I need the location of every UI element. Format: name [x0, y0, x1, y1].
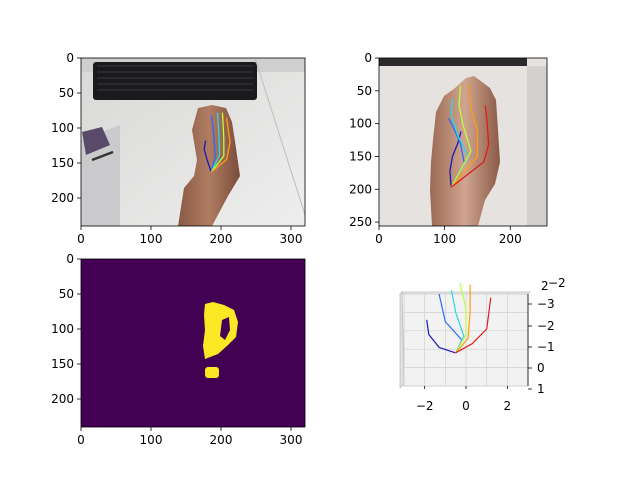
skeleton-thumb: [426, 319, 456, 354]
axes-frame: [80, 258, 306, 428]
mask-region: [203, 302, 238, 359]
x-tick-label: 200: [210, 433, 233, 447]
mask-region: [205, 367, 219, 378]
y-tick-label: 150: [349, 149, 372, 163]
skeleton-middle: [210, 112, 221, 173]
x-tick-label: 100: [140, 433, 163, 447]
z-tick-label: −1: [537, 340, 555, 354]
skeleton-thumb: [203, 140, 212, 173]
3d-hand-skeleton: [426, 282, 492, 354]
x-tick-label: 100: [433, 232, 456, 246]
panel-segmentation-mask: 0 100 200 300 0 50 100 150 200: [51, 252, 306, 447]
y-tick-label: 50: [59, 287, 74, 301]
panel-photo-full: 0 100 200 300 0 50 100 150 200: [51, 51, 306, 246]
hand-skeleton-overlay: [203, 112, 231, 173]
photo-crop-image: [379, 58, 547, 226]
x-tick-label: 300: [280, 433, 303, 447]
axes-ticks: 0 100 200 0 50 100 150 200 250: [349, 51, 522, 246]
axes-frame: [378, 57, 548, 227]
mask-image: [81, 259, 305, 427]
x-tick-label: 100: [140, 232, 163, 246]
z-tick-label: −2: [537, 319, 555, 333]
z-tick-label: 0: [537, 361, 545, 375]
x-tick-label: 200: [210, 232, 233, 246]
y-tick-label: 250: [349, 215, 372, 229]
y-tick-label: 200: [51, 392, 74, 406]
x-tick-label: 0: [77, 433, 85, 447]
panel-photo-crop: 0 100 200 0 50 100 150 200 250: [349, 51, 548, 246]
skeleton-pinky: [455, 284, 471, 354]
x-tick-label: 300: [280, 232, 303, 246]
y-tick-label: 150: [51, 357, 74, 371]
z-tick-label-extra: −2: [548, 276, 566, 290]
3d-pane-left: [399, 291, 405, 389]
skeleton-little: [450, 105, 490, 188]
axes-ticks: 0 100 200 300 0 50 100 150 200: [51, 51, 302, 246]
y-tick-label: 50: [59, 86, 74, 100]
hand-skeleton-overlay: [448, 84, 490, 188]
y-tick-label: 50: [357, 84, 372, 98]
skeleton-little: [455, 297, 492, 354]
x-tick-label: 0: [462, 399, 470, 413]
skeleton-index: [210, 115, 217, 173]
y-tick-label: 200: [349, 182, 372, 196]
y-tick-label: 200: [51, 191, 74, 205]
skeleton-ring: [450, 85, 472, 188]
z-tick-label-extra: 2: [541, 279, 549, 293]
photo-full-image: [81, 58, 305, 226]
skeleton-ring: [210, 112, 225, 173]
y-tick-label: 0: [364, 51, 372, 65]
y-tick-label: 150: [51, 156, 74, 170]
axes-frame: [80, 57, 306, 227]
skeleton-ring: [455, 282, 467, 354]
y-tick-label: 0: [66, 252, 74, 266]
x-tick-label: 0: [375, 232, 383, 246]
x-tick-label: 2: [504, 399, 512, 413]
x-tick-label: −2: [416, 399, 434, 413]
z-tick-label: 1: [537, 382, 545, 396]
keyboard: [93, 62, 257, 100]
y-tick-label: 100: [51, 121, 74, 135]
skeleton-pinky: [450, 84, 479, 188]
skeleton-pinky: [210, 117, 231, 173]
x-tick-label: 0: [77, 232, 85, 246]
z-tick-label: −3: [537, 297, 555, 311]
y-tick-label: 100: [51, 322, 74, 336]
axes-ticks: 0 100 200 300 0 50 100 150 200: [51, 252, 302, 447]
x-tick-label: 200: [499, 232, 522, 246]
y-tick-label: 100: [349, 117, 372, 131]
y-tick-label: 0: [66, 51, 74, 65]
